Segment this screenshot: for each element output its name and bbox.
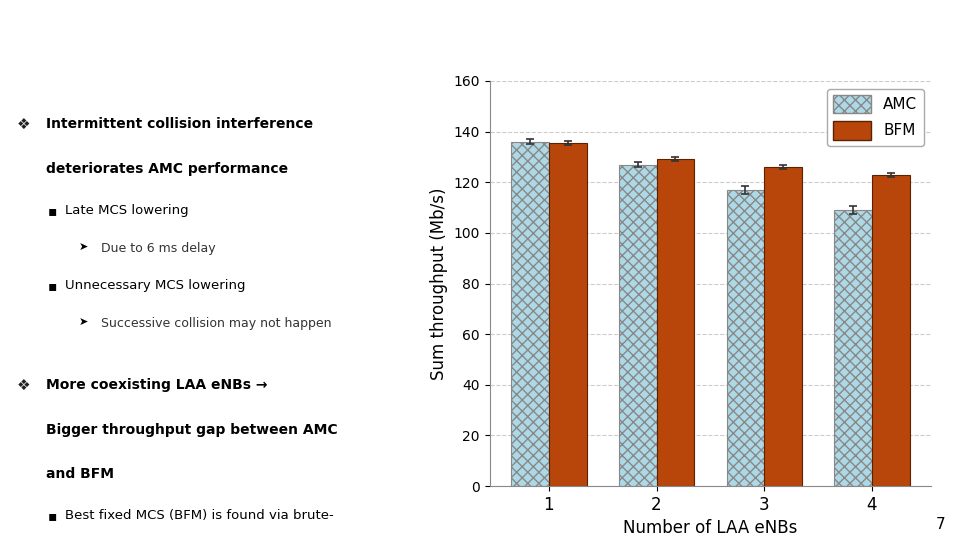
Y-axis label: Sum throughput (Mb/s): Sum throughput (Mb/s)	[430, 187, 447, 380]
Text: ❖: ❖	[17, 117, 31, 132]
Text: Intermittent collision interference: Intermittent collision interference	[46, 117, 313, 131]
Text: deteriorates AMC performance: deteriorates AMC performance	[46, 162, 288, 176]
Text: Collision Interference & AMC: Collision Interference & AMC	[17, 21, 468, 49]
Text: ▪: ▪	[48, 509, 58, 523]
Legend: AMC, BFM: AMC, BFM	[827, 89, 924, 146]
Bar	[872, 174, 910, 486]
Text: Due to 6 ms delay: Due to 6 ms delay	[101, 242, 215, 255]
Bar	[727, 190, 764, 486]
Text: ❖: ❖	[17, 378, 31, 393]
Text: Best fixed MCS (BFM) is found via brute-: Best fixed MCS (BFM) is found via brute-	[65, 509, 333, 523]
Text: Unnecessary MCS lowering: Unnecessary MCS lowering	[65, 279, 246, 292]
Text: 7: 7	[936, 517, 946, 532]
Text: Bigger throughput gap between AMC: Bigger throughput gap between AMC	[46, 422, 337, 436]
Text: Successive collision may not happen: Successive collision may not happen	[101, 317, 331, 330]
Bar	[511, 141, 549, 486]
Bar	[657, 159, 694, 486]
Text: ➤: ➤	[79, 317, 88, 327]
Text: and BFM: and BFM	[46, 467, 113, 481]
Bar	[834, 210, 872, 486]
Bar	[619, 165, 657, 486]
Bar	[764, 167, 802, 486]
Text: More coexisting LAA eNBs →: More coexisting LAA eNBs →	[46, 378, 267, 392]
Text: ▪: ▪	[48, 279, 58, 293]
Text: Late MCS lowering: Late MCS lowering	[65, 204, 188, 217]
Text: ▪: ▪	[48, 204, 58, 218]
Text: ➤: ➤	[79, 242, 88, 252]
Bar	[549, 143, 587, 486]
X-axis label: Number of LAA eNBs: Number of LAA eNBs	[623, 519, 798, 537]
